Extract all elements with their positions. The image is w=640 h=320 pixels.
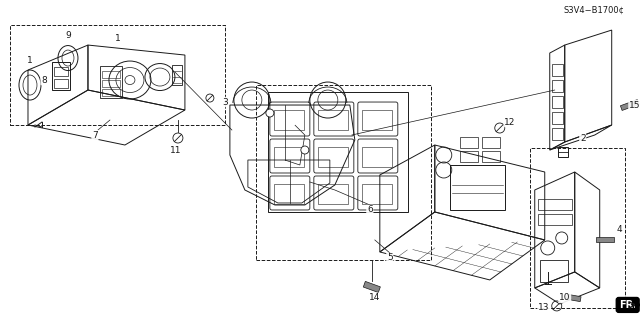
Text: 11: 11 <box>170 146 182 155</box>
Bar <box>450 165 505 210</box>
Text: 9: 9 <box>65 30 71 40</box>
Bar <box>102 71 120 78</box>
Circle shape <box>266 109 274 117</box>
Circle shape <box>301 146 309 154</box>
Bar <box>102 80 120 87</box>
Text: 7: 7 <box>92 131 98 140</box>
Bar <box>538 214 572 225</box>
Polygon shape <box>566 294 581 302</box>
Bar <box>318 147 348 167</box>
Bar <box>482 137 500 148</box>
Bar <box>552 128 563 140</box>
Bar <box>362 184 392 204</box>
Text: 2: 2 <box>580 133 586 142</box>
Bar <box>10 25 225 125</box>
Text: FR.: FR. <box>619 300 637 310</box>
Bar <box>362 110 392 130</box>
Bar <box>460 137 478 148</box>
Text: 1: 1 <box>27 56 33 65</box>
Bar <box>256 85 431 260</box>
Bar <box>274 147 304 167</box>
Bar <box>274 110 304 130</box>
Bar <box>100 66 122 98</box>
Bar <box>172 65 182 85</box>
Bar <box>54 67 68 76</box>
Bar <box>552 64 563 76</box>
Bar <box>102 89 120 96</box>
Bar <box>540 260 568 282</box>
Text: 4: 4 <box>617 226 623 235</box>
Text: 15: 15 <box>629 100 640 109</box>
Bar <box>538 199 572 210</box>
Bar <box>274 184 304 204</box>
Bar <box>552 112 563 124</box>
Text: 12: 12 <box>504 117 515 126</box>
Text: 10: 10 <box>559 293 570 302</box>
Bar <box>552 96 563 108</box>
Text: 5: 5 <box>387 253 393 262</box>
Bar <box>557 147 568 157</box>
Polygon shape <box>596 237 614 243</box>
Bar <box>318 110 348 130</box>
Bar <box>460 151 478 162</box>
Text: 1: 1 <box>115 34 121 43</box>
Bar <box>54 79 68 88</box>
Polygon shape <box>364 281 380 292</box>
Bar <box>318 184 348 204</box>
Text: S3V4−B1700¢: S3V4−B1700¢ <box>564 6 625 15</box>
Polygon shape <box>636 300 640 310</box>
Polygon shape <box>620 100 639 110</box>
Text: 13: 13 <box>538 303 550 312</box>
Bar <box>362 147 392 167</box>
Text: 6: 6 <box>367 205 372 214</box>
Bar <box>268 92 408 212</box>
Bar <box>552 80 563 92</box>
Text: 14: 14 <box>369 293 381 302</box>
Text: 8: 8 <box>41 76 47 84</box>
Bar <box>482 151 500 162</box>
Text: 3: 3 <box>222 98 228 107</box>
Bar <box>530 148 625 308</box>
